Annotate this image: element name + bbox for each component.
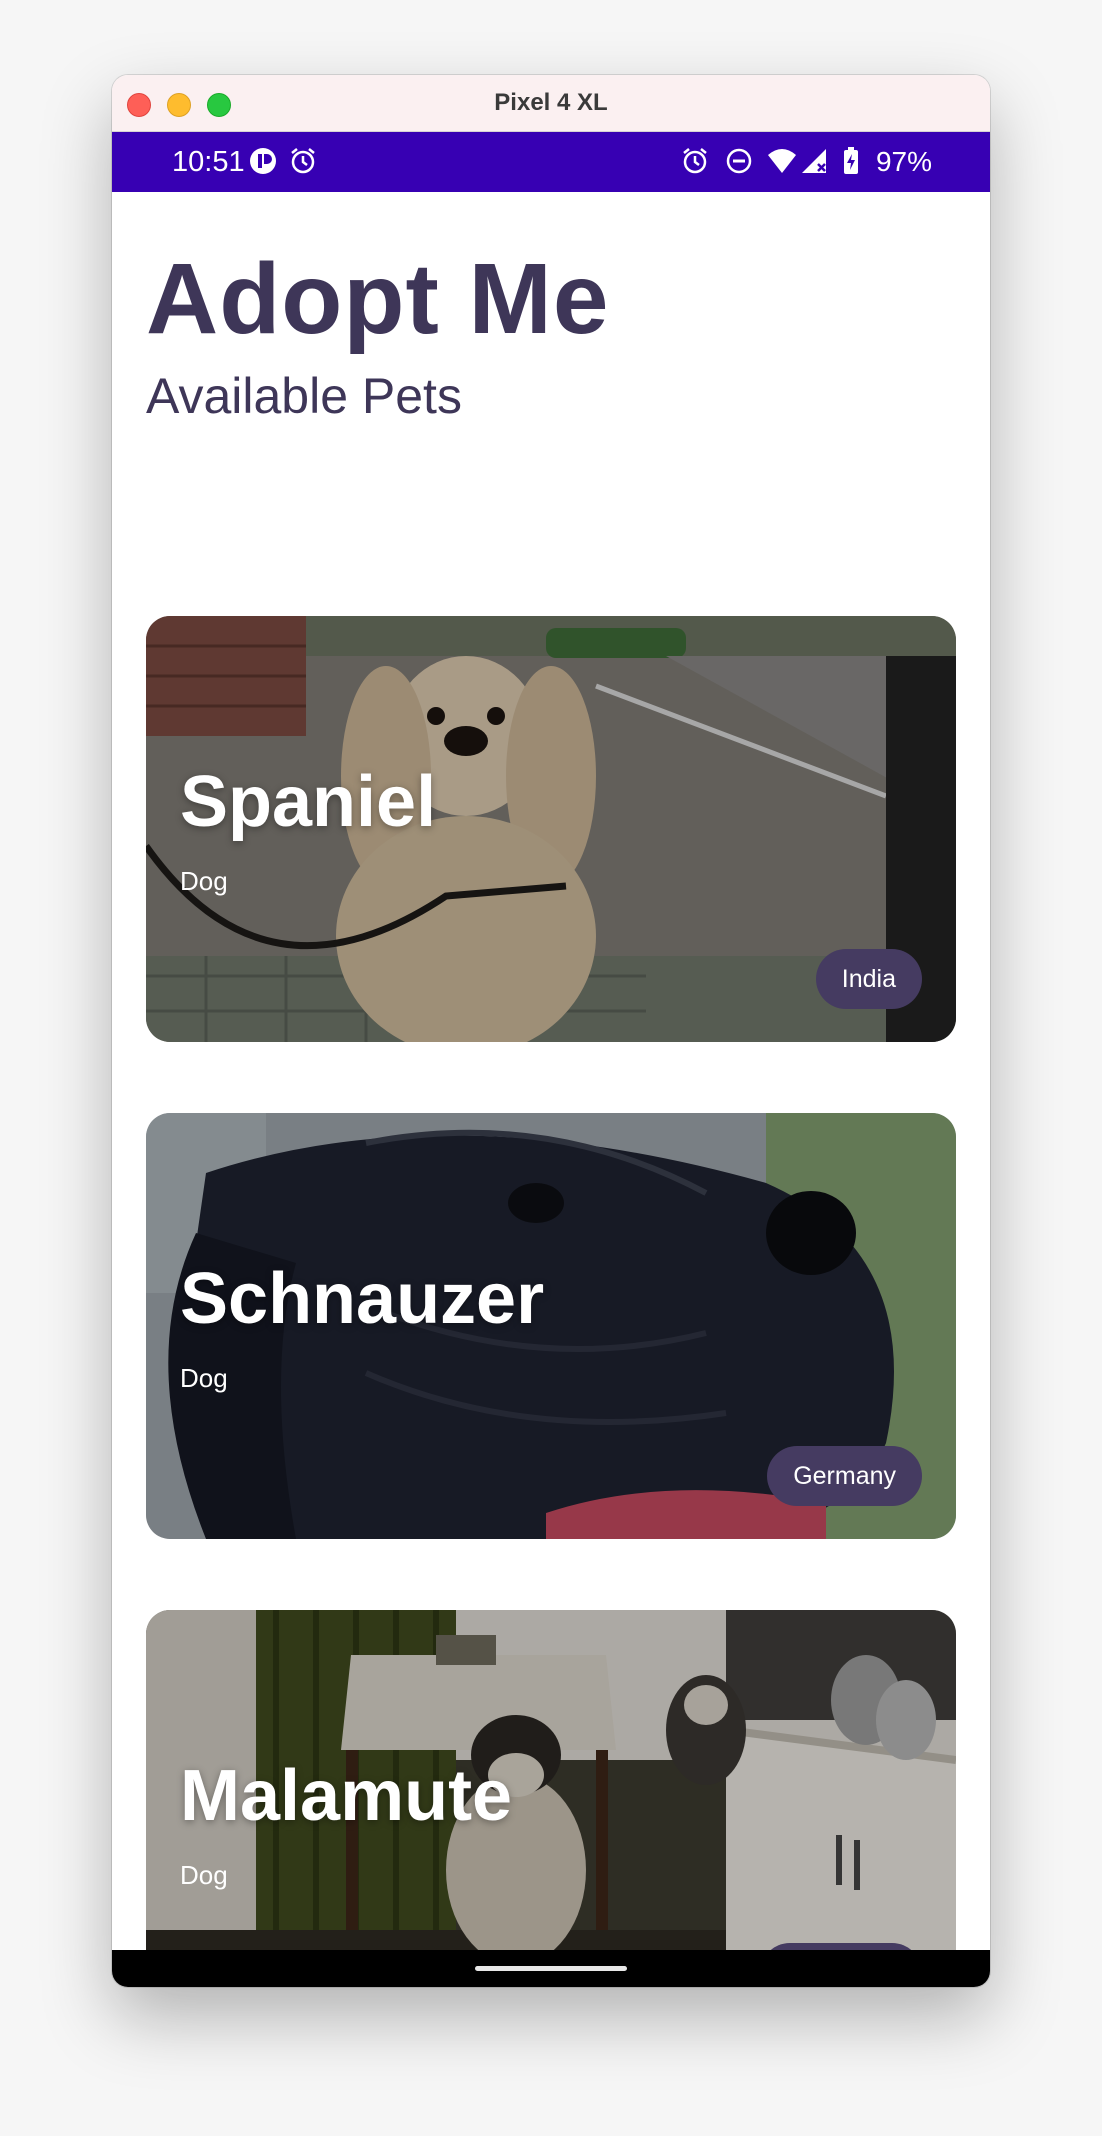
window-titlebar[interactable]: Pixel 4 XL xyxy=(112,75,990,132)
battery-percentage: 97% xyxy=(875,146,932,177)
window-title: Pixel 4 XL xyxy=(494,89,608,116)
pet-name: Spaniel xyxy=(180,762,437,842)
pet-name: Malamute xyxy=(180,1756,513,1836)
app-subtitle: Available Pets xyxy=(146,368,462,424)
status-time: 10:51 xyxy=(172,146,245,178)
wifi-icon xyxy=(768,149,796,173)
country-chip: India xyxy=(815,949,922,1009)
pet-card[interactable]: Spaniel Dog India xyxy=(146,616,956,1042)
app-notification-icon xyxy=(250,148,276,174)
close-window-button[interactable] xyxy=(127,93,151,117)
country-chip: Germany xyxy=(767,1446,922,1506)
home-gesture-handle[interactable] xyxy=(475,1966,627,1971)
emulator-window: Pixel 4 XL 10:51 xyxy=(112,75,990,1987)
pet-card[interactable]: Malamute Dog xyxy=(146,1610,956,1950)
pet-type: Dog xyxy=(180,1363,228,1393)
alarm-icon xyxy=(683,148,707,174)
do-not-disturb-icon xyxy=(726,148,752,174)
battery-charging-icon xyxy=(844,147,858,174)
minimize-window-button[interactable] xyxy=(167,93,191,117)
app-title: Adopt Me xyxy=(146,243,610,355)
pet-photo-malamute xyxy=(146,1610,956,1950)
alarm-icon xyxy=(291,148,315,174)
pet-photo-schnauzer xyxy=(146,1113,956,1539)
zoom-window-button[interactable] xyxy=(207,93,231,117)
pet-type: Dog xyxy=(180,866,228,896)
app-content[interactable]: Adopt Me Available Pets xyxy=(112,192,990,1950)
country-chip xyxy=(760,1943,922,1950)
android-status-bar: 10:51 xyxy=(112,132,990,192)
pet-card[interactable]: Schnauzer Dog Germany xyxy=(146,1113,956,1539)
pet-type: Dog xyxy=(180,1860,228,1890)
pet-name: Schnauzer xyxy=(180,1259,545,1339)
android-navigation-bar xyxy=(112,1950,990,1987)
signal-icon xyxy=(802,149,826,173)
